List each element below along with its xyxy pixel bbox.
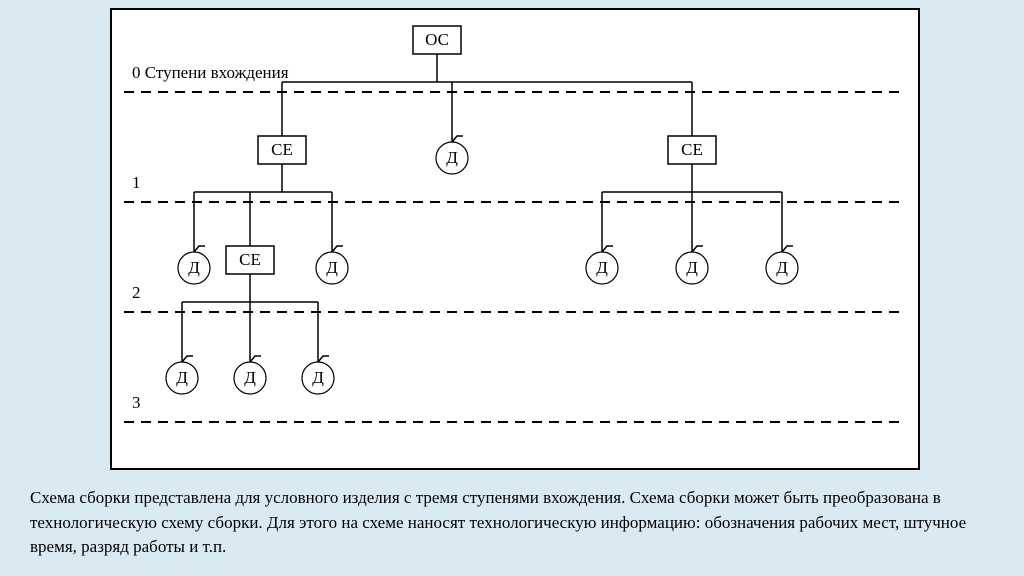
svg-text:Д: Д bbox=[326, 258, 338, 277]
svg-text:СЕ: СЕ bbox=[271, 140, 293, 159]
svg-text:3: 3 bbox=[132, 393, 141, 412]
svg-text:1: 1 bbox=[132, 173, 141, 192]
svg-text:Д: Д bbox=[776, 258, 788, 277]
svg-text:СЕ: СЕ bbox=[681, 140, 703, 159]
svg-text:Д: Д bbox=[312, 368, 324, 387]
diagram-frame: 0 Ступени вхождения 1 2 3 ОС СЕ Д СЕ Д СЕ Д Д Д Д Д Д Д bbox=[110, 8, 920, 470]
svg-text:0 Ступени вхождения: 0 Ступени вхождения bbox=[132, 63, 289, 82]
svg-text:Д: Д bbox=[188, 258, 200, 277]
svg-text:Д: Д bbox=[686, 258, 698, 277]
svg-text:Д: Д bbox=[244, 368, 256, 387]
svg-text:ОС: ОС bbox=[425, 30, 449, 49]
caption-text: Схема сборки представлена для условного … bbox=[30, 486, 990, 560]
assembly-tree-diagram: 0 Ступени вхождения 1 2 3 ОС СЕ Д СЕ Д СЕ Д Д Д Д Д Д Д bbox=[112, 10, 918, 468]
svg-text:СЕ: СЕ bbox=[239, 250, 261, 269]
page-root: 0 Ступени вхождения123ОССЕДСЕДСЕДДДДДДД … bbox=[0, 0, 1024, 576]
svg-text:Д: Д bbox=[596, 258, 608, 277]
svg-text:Д: Д bbox=[176, 368, 188, 387]
svg-text:Д: Д bbox=[446, 148, 458, 167]
svg-text:2: 2 bbox=[132, 283, 141, 302]
